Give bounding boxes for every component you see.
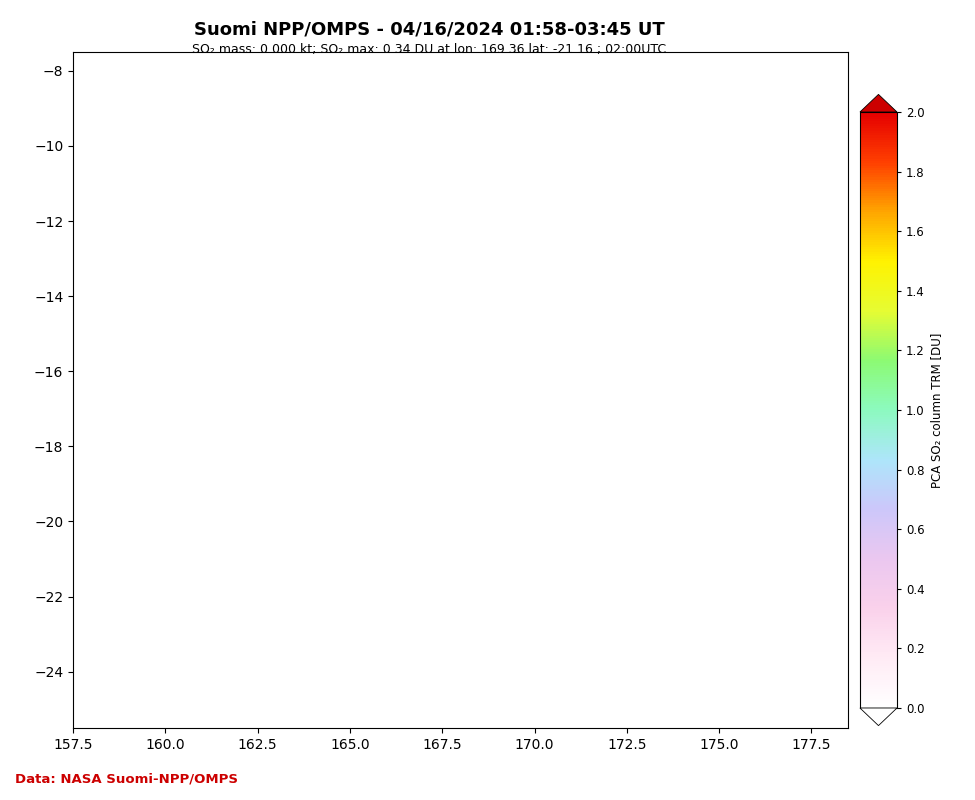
Text: Data: NASA Suomi-NPP/OMPS: Data: NASA Suomi-NPP/OMPS	[15, 773, 238, 786]
Text: Suomi NPP/OMPS - 04/16/2024 01:58-03:45 UT: Suomi NPP/OMPS - 04/16/2024 01:58-03:45 …	[194, 20, 664, 38]
Text: SO₂ mass: 0.000 kt; SO₂ max: 0.34 DU at lon: 169.36 lat: -21.16 ; 02:00UTC: SO₂ mass: 0.000 kt; SO₂ max: 0.34 DU at …	[192, 43, 666, 56]
Y-axis label: PCA SO₂ column TRM [DU]: PCA SO₂ column TRM [DU]	[930, 332, 944, 488]
